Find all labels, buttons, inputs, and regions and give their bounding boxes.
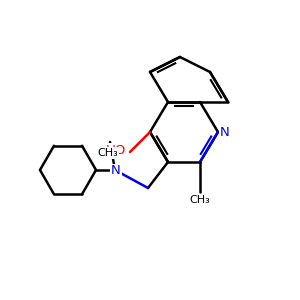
Text: CH₃: CH₃ [98, 148, 118, 158]
Text: N: N [220, 125, 230, 139]
Text: N: N [111, 164, 121, 178]
Text: CH₃: CH₃ [190, 195, 210, 205]
Text: HO: HO [106, 143, 126, 157]
